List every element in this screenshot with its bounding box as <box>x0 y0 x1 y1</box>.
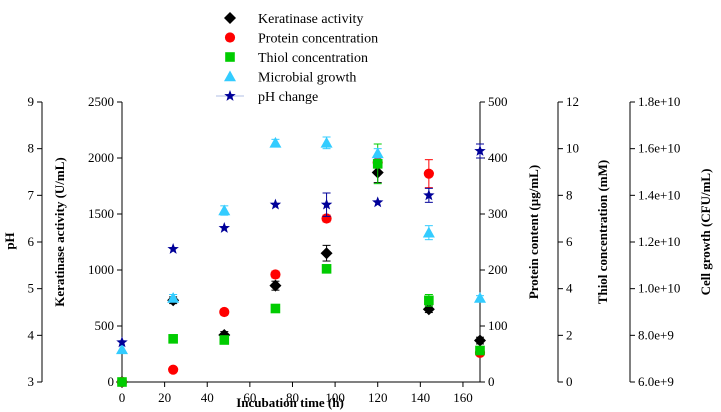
cells-tick-label: 1.8e+10 <box>638 94 680 109</box>
ph-change-point <box>269 198 282 210</box>
thiol-concentration-point <box>117 377 127 387</box>
microbial-growth-point <box>320 136 333 148</box>
ph-change-point <box>218 222 230 233</box>
protein-tick-label: 300 <box>488 206 508 221</box>
keratinase-tick-label: 2500 <box>88 94 114 109</box>
thiol-tick-label: 10 <box>566 141 579 156</box>
x-tick-label: 160 <box>453 390 473 405</box>
thiol-tick-label: 2 <box>566 327 573 342</box>
keratinase-activity-point <box>269 279 282 292</box>
microbial-growth-point <box>422 226 435 238</box>
microbial-growth-point <box>474 292 486 303</box>
keratinase-tick-label: 0 <box>108 374 115 389</box>
x-tick-label: 60 <box>243 390 256 405</box>
thiol-concentration-point <box>475 345 485 356</box>
protein-concentration-point <box>423 168 434 179</box>
legend-marker-ph-change <box>224 90 236 101</box>
protein-concentration-point <box>168 364 179 375</box>
ph-change-point <box>372 196 384 208</box>
ph-tick-label: 9 <box>28 94 35 109</box>
cells-tick-label: 1.6e+10 <box>638 141 680 156</box>
legend-marker-protein-concentration <box>224 32 236 43</box>
protein-tick-label: 400 <box>488 150 508 165</box>
x-tick-label: 20 <box>158 390 171 405</box>
protein-concentration-point <box>219 306 230 318</box>
legend-label-protein-concentration: Protein concentration <box>258 32 378 47</box>
cells-axis-title: Cell growth (CFU/mL) <box>698 169 713 296</box>
legend-label-thiol-concentration: Thiol concentration <box>258 51 368 66</box>
keratinase-activity-point <box>320 247 333 260</box>
microbial-growth-point <box>371 147 384 159</box>
x-tick-label: 140 <box>411 390 431 405</box>
ph-change-point <box>320 198 333 210</box>
x-tick-label: 80 <box>286 390 299 405</box>
ph-axis-title: pH <box>2 232 17 249</box>
legend-marker-thiol-concentration <box>225 52 235 62</box>
thiol-tick-label: 4 <box>566 281 573 296</box>
thiol-concentration-point <box>321 264 332 274</box>
keratinase-tick-label: 500 <box>95 318 115 333</box>
ph-tick-label: 3 <box>28 374 35 389</box>
thiol-tick-label: 12 <box>566 94 579 109</box>
legend-marker-microbial-growth <box>224 70 236 82</box>
keratinase-tick-label: 1000 <box>88 262 114 277</box>
microbial-growth-point <box>167 292 180 303</box>
legend: Keratinase activity Protein concentration… <box>206 0 402 105</box>
cells-tick-label: 1.0e+10 <box>638 281 680 296</box>
keratinase-axis-title: Keratinase activity (U/mL) <box>52 157 67 306</box>
protein-tick-label: 0 <box>488 374 495 389</box>
thiol-concentration-point <box>168 334 178 344</box>
x-tick-label: 120 <box>368 390 388 405</box>
ph-tick-label: 4 <box>28 327 35 342</box>
thiol-concentration-point <box>270 303 281 314</box>
ph-tick-label: 8 <box>28 141 35 156</box>
microbial-growth-point <box>116 343 128 355</box>
axes-layer <box>37 101 635 387</box>
keratinase-tick-label: 1500 <box>88 206 114 221</box>
ph-tick-label: 7 <box>28 187 35 202</box>
keratinase-tick-label: 2000 <box>88 150 114 165</box>
protein-axis-title: Protein content (µg/mL) <box>526 165 541 299</box>
protein-tick-label: 100 <box>488 318 508 333</box>
keratinase-activity-point <box>474 334 486 347</box>
legend-background <box>206 0 402 104</box>
x-axis-title: Incubation time (h) <box>236 395 344 410</box>
x-tick-label: 100 <box>325 390 345 405</box>
x-tick-label: 40 <box>201 390 214 405</box>
thiol-axis-title: Thiol concentration (mM) <box>595 160 610 304</box>
thiol-tick-label: 0 <box>566 374 573 389</box>
microbial-growth-point <box>218 204 231 216</box>
tick-labels-layer: 3456789050010001500200025000100200300400… <box>28 94 681 405</box>
cells-tick-label: 1.2e+10 <box>638 234 680 249</box>
protein-tick-label: 500 <box>488 94 508 109</box>
ph-tick-label: 5 <box>28 281 35 296</box>
thiol-concentration-point <box>372 159 383 169</box>
ph-change-point <box>474 145 486 156</box>
ph-change-point <box>423 189 435 201</box>
cells-tick-label: 8.0e+9 <box>638 327 674 342</box>
legend-label-ph-change: pH change <box>258 90 318 105</box>
legend-marker-keratinase-activity <box>224 12 236 24</box>
x-tick-label: 0 <box>119 390 126 405</box>
ph-change-point <box>167 243 179 254</box>
thiol-concentration-point <box>219 335 230 345</box>
legend-label-microbial-growth: Microbial growth <box>258 71 356 86</box>
thiol-tick-label: 8 <box>566 187 573 202</box>
legend-label-keratinase-activity: Keratinase activity <box>258 12 363 27</box>
protein-tick-label: 200 <box>488 262 508 277</box>
ph-tick-label: 6 <box>28 234 35 249</box>
ph-change-point <box>116 336 128 348</box>
cells-tick-label: 6.0e+9 <box>638 374 674 389</box>
protein-concentration-point <box>270 269 281 280</box>
cells-tick-label: 1.4e+10 <box>638 187 680 202</box>
data-marks-layer <box>116 136 486 388</box>
microbial-growth-point <box>269 136 282 148</box>
thiol-concentration-point <box>424 295 434 306</box>
thiol-tick-label: 6 <box>566 234 573 249</box>
